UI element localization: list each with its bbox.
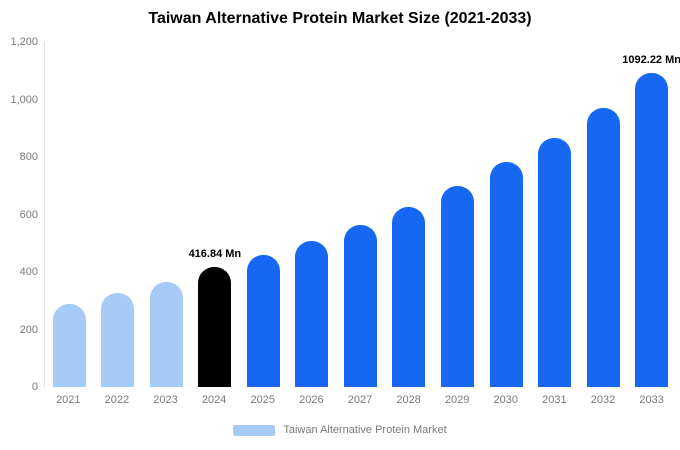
x-tick-label-2024: 2024 xyxy=(201,394,227,406)
bar-2022[interactable] xyxy=(101,293,135,387)
x-tick-label-2030: 2030 xyxy=(493,394,519,406)
bar-slot-2028 xyxy=(385,42,434,387)
x-tick-label-2033: 2033 xyxy=(639,394,664,406)
bar-2031[interactable] xyxy=(538,137,572,387)
bar-slot-2021 xyxy=(45,42,94,387)
bar-2023[interactable] xyxy=(149,282,183,387)
bar-2025[interactable] xyxy=(246,255,280,387)
x-tick-label-2029: 2029 xyxy=(444,394,470,406)
legend: Taiwan Alternative Protein Market xyxy=(0,424,680,436)
y-tick-label: 1,200 xyxy=(10,36,38,48)
bar-value-label-2033: 1092.22 Mn xyxy=(622,54,680,66)
bar-2033[interactable]: 1092.22 Mn xyxy=(622,54,680,387)
x-tick-label-2021: 2021 xyxy=(56,394,81,406)
bar-slot-2022 xyxy=(94,42,143,387)
bars: 416.84 Mn 1092.22 Mn xyxy=(45,42,680,387)
bar-2026[interactable] xyxy=(295,240,329,387)
x-tick-label-2032: 2032 xyxy=(590,394,616,406)
plot-area: 0 200 400 600 800 1,000 1,200 416.84 Mn 1092.22… xyxy=(10,36,680,393)
y-tick-label: 0 xyxy=(31,381,38,393)
bar-2028[interactable] xyxy=(392,206,426,387)
x-tick-label-2023: 2023 xyxy=(153,394,178,406)
y-tick-label: 800 xyxy=(19,151,38,163)
y-tick-label: 200 xyxy=(19,323,38,336)
bar-2027[interactable] xyxy=(343,225,377,387)
bar-slot-2029 xyxy=(433,42,482,387)
x-tick-label-2025: 2025 xyxy=(250,394,275,406)
legend-label: Taiwan Alternative Protein Market xyxy=(283,424,447,436)
bar-slot-2033: 1092.22 Mn xyxy=(622,42,680,387)
y-tick-label: 600 xyxy=(19,208,38,221)
bar-slot-2023 xyxy=(142,42,191,387)
bar-slot-2024: 416.84 Mn xyxy=(189,42,241,387)
bar-slot-2027 xyxy=(336,42,385,387)
bar-2030[interactable] xyxy=(489,161,523,387)
bar-slot-2032 xyxy=(579,42,628,387)
x-tick-label-2031: 2031 xyxy=(542,394,567,406)
bar-slot-2026 xyxy=(288,42,337,387)
bar-slot-2025 xyxy=(239,42,288,387)
bar-2021[interactable] xyxy=(52,303,86,387)
bar-2029[interactable] xyxy=(441,186,475,387)
x-axis: 2021 2022 2023 2024 2025 2026 2027 2028 2029 2030… xyxy=(44,394,676,406)
x-tick-label-2026: 2026 xyxy=(299,394,324,406)
y-tick-label: 400 xyxy=(19,266,38,278)
bar-slot-2030 xyxy=(482,42,531,387)
bar-2024[interactable]: 416.84 Mn xyxy=(189,248,241,387)
x-tick-label-2027: 2027 xyxy=(347,394,373,406)
bar-2032[interactable] xyxy=(586,108,620,387)
bar-value-label-2024: 416.84 Mn xyxy=(188,248,242,261)
legend-swatch xyxy=(233,424,276,436)
x-tick-label-2022: 2022 xyxy=(104,394,130,406)
chart-title: Taiwan Alternative Protein Market Size (… xyxy=(148,10,532,27)
x-tick-label-2028: 2028 xyxy=(396,394,421,406)
bar-slot-2031 xyxy=(530,42,579,387)
y-tick-label: 1,000 xyxy=(10,93,38,106)
